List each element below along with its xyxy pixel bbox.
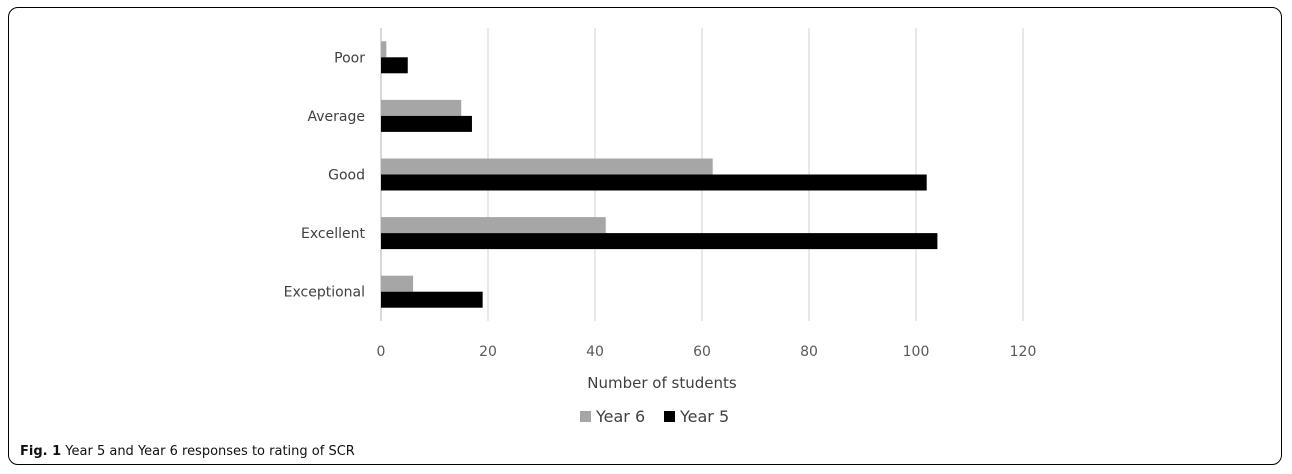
bar-year-6-excellent: [381, 217, 606, 234]
category-axis: Poor Average Good Excellent Exceptional: [284, 50, 366, 300]
x-tick-label: 80: [800, 344, 818, 360]
legend-label: Year 5: [679, 407, 729, 426]
category-label: Excellent: [301, 226, 365, 242]
category-label: Exceptional: [284, 285, 365, 301]
legend-swatch: [664, 411, 675, 422]
bar-year-5-exceptional: [381, 291, 483, 308]
x-tick-label: 20: [479, 344, 497, 360]
bar-year-5-average: [381, 115, 472, 132]
bar-year-6-exceptional: [381, 275, 414, 292]
x-tick-label: 0: [377, 344, 386, 360]
legend: Year 6 Year 5: [580, 407, 729, 426]
bar-year-6-average: [381, 99, 462, 116]
figure-caption-label: Fig. 1: [20, 444, 62, 459]
category-label: Average: [308, 109, 366, 125]
x-tick-label: 120: [1010, 344, 1037, 360]
x-tick-label: 100: [903, 344, 930, 360]
gridlines: [380, 28, 1024, 321]
legend-label: Year 6: [595, 407, 645, 426]
bars: [381, 41, 938, 308]
bar-year-5-excellent: [381, 233, 938, 250]
category-label: Poor: [334, 50, 365, 66]
bar-year-6-good: [381, 158, 713, 175]
bar-year-5-good: [381, 174, 927, 191]
value-axis: 0 20 40 60 80 100 120: [377, 344, 1037, 360]
category-label: Good: [328, 168, 365, 184]
bar-year-6-poor: [381, 41, 387, 58]
x-tick-label: 40: [586, 344, 604, 360]
legend-swatch: [580, 411, 591, 422]
x-axis-title: Number of students: [587, 374, 737, 392]
x-tick-label: 60: [693, 344, 711, 360]
figure-caption: Fig. 1 Year 5 and Year 6 responses to ra…: [20, 444, 355, 459]
bar-year-5-poor: [381, 57, 408, 74]
figure-caption-text: Year 5 and Year 6 responses to rating of…: [65, 444, 355, 459]
figure-frame: [8, 7, 1282, 465]
